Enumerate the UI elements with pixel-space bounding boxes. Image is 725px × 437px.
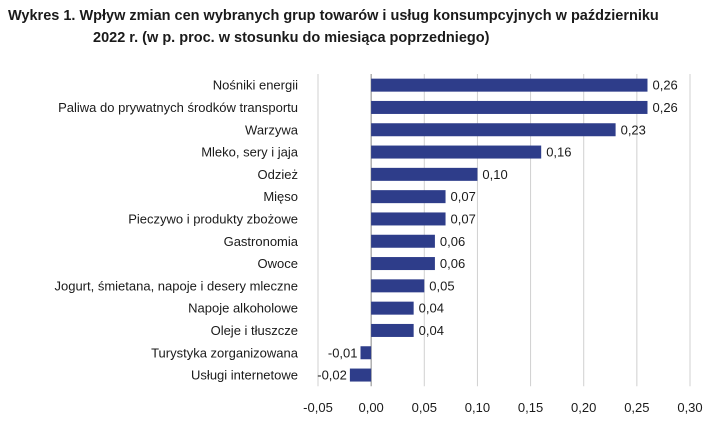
category-label: Nośniki energii xyxy=(213,78,298,93)
x-tick-label: 0,25 xyxy=(624,400,649,415)
value-label: 0,06 xyxy=(440,234,465,249)
category-label: Mleko, sery i jaja xyxy=(201,145,299,160)
category-label: Mięso xyxy=(263,189,298,204)
x-tick-label: 0,30 xyxy=(677,400,702,415)
value-label: 0,04 xyxy=(419,323,444,338)
bar-9 xyxy=(371,279,425,293)
bar-8 xyxy=(371,257,435,271)
value-label: 0,10 xyxy=(482,167,507,182)
value-label: 0,06 xyxy=(440,256,465,271)
bar-7 xyxy=(371,234,435,248)
x-tick-label: 0,05 xyxy=(412,400,437,415)
category-label: Odzież xyxy=(258,167,298,182)
bar-11 xyxy=(371,323,414,337)
value-label: 0,04 xyxy=(419,301,444,316)
value-label: 0,16 xyxy=(546,145,571,160)
category-label: Turystyka zorganizowana xyxy=(151,345,299,360)
x-tick-label: 0,20 xyxy=(571,400,596,415)
value-label: 0,26 xyxy=(652,78,677,93)
category-label: Paliwa do prywatnych środków transportu xyxy=(58,100,298,115)
bar-12 xyxy=(360,346,372,360)
category-label: Warzywa xyxy=(245,122,299,137)
category-label: Gastronomia xyxy=(224,234,299,249)
category-label: Oleje i tłuszcze xyxy=(211,323,298,338)
x-tick-label: -0,05 xyxy=(303,400,333,415)
bar-5 xyxy=(371,190,446,204)
chart-title-line-2: 2022 r. (w p. proc. w stosunku do miesią… xyxy=(93,30,490,46)
value-label: 0,05 xyxy=(429,278,454,293)
chart-title-line-1: Wykres 1. Wpływ zmian cen wybranych grup… xyxy=(8,8,659,24)
bar-3 xyxy=(371,145,542,159)
bar-0 xyxy=(371,78,648,92)
bar-6 xyxy=(371,212,446,226)
bar-1 xyxy=(371,100,648,114)
category-label: Owoce xyxy=(258,256,298,271)
category-label: Usługi internetowe xyxy=(191,368,298,383)
value-label: 0,07 xyxy=(451,189,476,204)
bar-2 xyxy=(371,123,616,137)
bar-10 xyxy=(371,301,414,315)
value-label: 0,23 xyxy=(621,122,646,137)
category-label: Pieczywo i produkty zbożowe xyxy=(128,211,298,226)
category-label: Jogurt, śmietana, napoje i desery mleczn… xyxy=(54,278,298,293)
value-label: -0,02 xyxy=(317,368,347,383)
value-label: -0,01 xyxy=(328,345,358,360)
bar-4 xyxy=(371,167,478,181)
value-label: 0,07 xyxy=(451,211,476,226)
bar-13 xyxy=(349,368,372,382)
value-label: 0,26 xyxy=(652,100,677,115)
x-tick-label: 0,00 xyxy=(358,400,383,415)
x-tick-label: 0,10 xyxy=(465,400,490,415)
x-tick-label: 0,15 xyxy=(518,400,543,415)
category-label: Napoje alkoholowe xyxy=(188,301,298,316)
